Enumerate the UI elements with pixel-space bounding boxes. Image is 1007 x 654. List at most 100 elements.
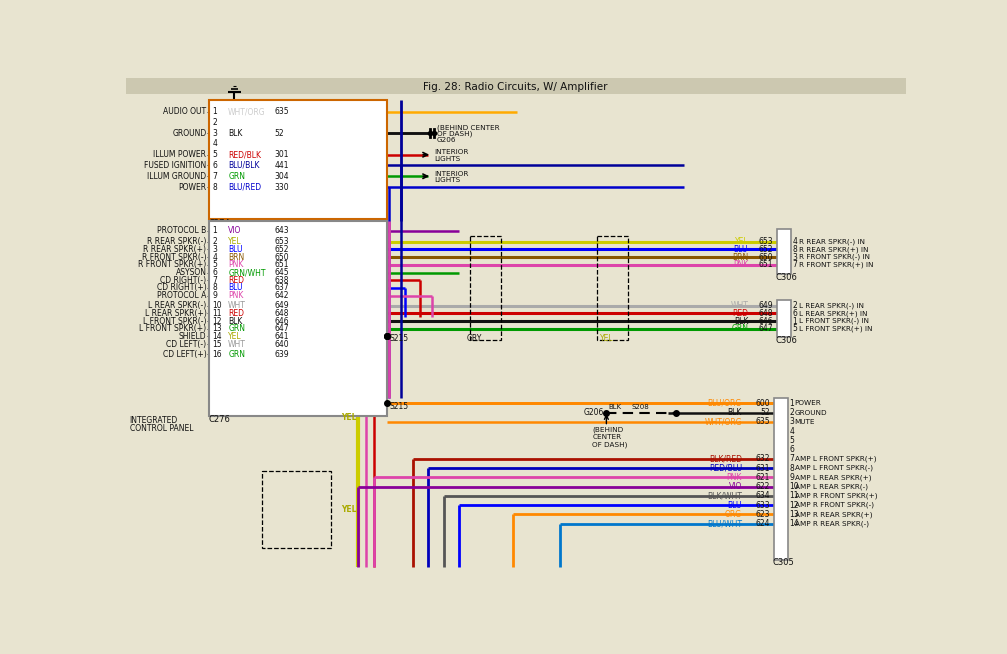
Text: AMP R FRONT SPKR(+): AMP R FRONT SPKR(+) <box>795 492 877 499</box>
Text: 3: 3 <box>789 417 795 426</box>
Text: AMP R REAR SPKR(-): AMP R REAR SPKR(-) <box>795 521 869 526</box>
Text: BLU: BLU <box>229 283 243 292</box>
Text: 8: 8 <box>212 182 218 192</box>
Text: 5: 5 <box>212 260 218 269</box>
Text: CD RIGHT(+): CD RIGHT(+) <box>157 283 206 292</box>
Text: 5: 5 <box>212 150 218 159</box>
Text: BLK: BLK <box>728 408 742 417</box>
Text: R FRONT SPKR(-): R FRONT SPKR(-) <box>142 252 206 262</box>
Text: GRN: GRN <box>229 324 245 334</box>
Text: GROUND: GROUND <box>172 129 206 137</box>
Text: 330: 330 <box>275 182 289 192</box>
Text: PROTOCOL A: PROTOCOL A <box>157 291 206 300</box>
Text: 653: 653 <box>758 237 773 246</box>
Text: R FRONT SPKR(+): R FRONT SPKR(+) <box>138 260 206 269</box>
Text: INTEGRATED: INTEGRATED <box>130 416 178 425</box>
Text: PROTOCOL B: PROTOCOL B <box>157 226 206 235</box>
Text: 651: 651 <box>275 260 289 269</box>
Text: 52: 52 <box>275 129 284 137</box>
Text: PNK: PNK <box>733 260 748 269</box>
Text: 647: 647 <box>275 324 289 334</box>
Text: 641: 641 <box>275 332 289 341</box>
Text: 52: 52 <box>760 408 770 417</box>
Text: (BEHIND CENTER: (BEHIND CENTER <box>437 124 499 131</box>
Text: 8: 8 <box>789 464 795 473</box>
Text: BLU: BLU <box>727 500 742 509</box>
Bar <box>126 78 906 94</box>
Text: 624: 624 <box>755 519 770 528</box>
Text: 2: 2 <box>212 237 218 246</box>
Text: C274: C274 <box>208 218 231 228</box>
Text: 10: 10 <box>789 482 799 491</box>
Text: 13: 13 <box>789 510 799 519</box>
Text: SHIELD: SHIELD <box>179 332 206 341</box>
Text: 652: 652 <box>758 245 773 254</box>
Text: 7: 7 <box>789 455 795 464</box>
Text: 652: 652 <box>275 245 289 254</box>
Text: INTERIOR: INTERIOR <box>434 171 468 177</box>
Text: 16: 16 <box>212 350 223 358</box>
Text: L FRONT SPKR(-) IN: L FRONT SPKR(-) IN <box>799 318 869 324</box>
Text: 304: 304 <box>275 172 289 181</box>
Text: GRN: GRN <box>731 324 748 334</box>
Text: C276: C276 <box>208 415 231 424</box>
Text: CD LEFT(-): CD LEFT(-) <box>166 339 206 349</box>
Text: G206: G206 <box>437 137 456 143</box>
Text: ILLUM POWER: ILLUM POWER <box>153 150 206 159</box>
Text: 643: 643 <box>275 226 289 235</box>
Text: 651: 651 <box>758 260 773 269</box>
Text: BRN: BRN <box>229 252 245 262</box>
Text: 648: 648 <box>275 309 289 318</box>
Text: YEL: YEL <box>599 334 613 343</box>
Text: OF DASH): OF DASH) <box>437 131 472 137</box>
Text: L FRONT SPKR(+): L FRONT SPKR(+) <box>139 324 206 334</box>
Text: WHT: WHT <box>229 339 246 349</box>
Text: 632: 632 <box>755 455 770 464</box>
Text: G206: G206 <box>584 408 604 417</box>
Text: R REAR SPKR(-): R REAR SPKR(-) <box>147 237 206 246</box>
Bar <box>776 300 790 337</box>
Text: LIGHTS: LIGHTS <box>434 177 460 183</box>
Text: 637: 637 <box>275 283 289 292</box>
Text: 4: 4 <box>212 252 218 262</box>
Text: BLU: BLU <box>734 245 748 254</box>
Text: BRN: BRN <box>732 252 748 262</box>
Text: LIGHTS: LIGHTS <box>434 156 460 162</box>
Text: 12: 12 <box>212 317 223 326</box>
Text: 646: 646 <box>275 317 289 326</box>
Text: 12: 12 <box>789 500 799 509</box>
Text: C306: C306 <box>775 336 798 345</box>
Text: 2: 2 <box>789 408 795 417</box>
Text: VIO: VIO <box>729 482 742 491</box>
Text: 6: 6 <box>789 445 795 454</box>
Bar <box>208 100 387 219</box>
Text: PNK: PNK <box>727 473 742 482</box>
Text: 635: 635 <box>755 417 770 426</box>
Text: 633: 633 <box>755 500 770 509</box>
Text: RED: RED <box>229 276 244 284</box>
Text: (BEHIND: (BEHIND <box>592 426 623 433</box>
Text: 649: 649 <box>758 301 773 310</box>
Text: 8: 8 <box>212 283 218 292</box>
Text: 9: 9 <box>789 473 795 482</box>
Text: 640: 640 <box>275 339 289 349</box>
Text: 9: 9 <box>212 291 218 300</box>
Text: 650: 650 <box>275 252 289 262</box>
Text: POWER: POWER <box>178 182 206 192</box>
Text: BLU/ORG: BLU/ORG <box>708 399 742 408</box>
Text: YEL: YEL <box>341 505 356 514</box>
Text: YEL: YEL <box>229 237 242 246</box>
Text: CD RIGHT(-): CD RIGHT(-) <box>160 276 206 284</box>
Text: 600: 600 <box>755 399 770 408</box>
Text: 13: 13 <box>212 324 223 334</box>
Text: AMP L REAR SPKR(+): AMP L REAR SPKR(+) <box>795 474 871 481</box>
Text: 14: 14 <box>212 332 223 341</box>
Text: 1: 1 <box>212 107 218 116</box>
Text: L REAR SPKR(+) IN: L REAR SPKR(+) IN <box>799 310 867 317</box>
Text: 653: 653 <box>275 237 289 246</box>
Text: RED/BLU: RED/BLU <box>709 464 742 473</box>
Text: 7: 7 <box>212 276 218 284</box>
Text: BLK: BLK <box>229 317 243 326</box>
Bar <box>597 236 628 340</box>
Text: 2: 2 <box>793 301 798 310</box>
